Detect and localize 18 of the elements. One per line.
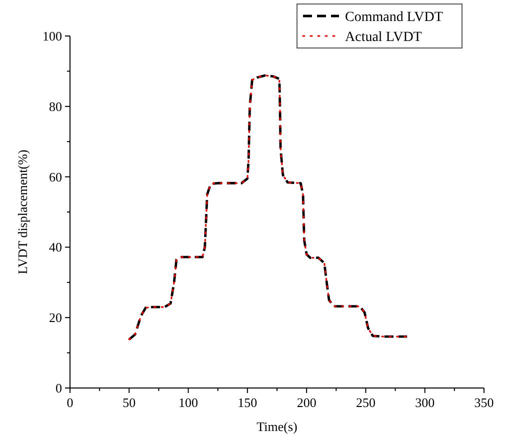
x-tick-label: 200 — [296, 395, 316, 410]
x-tick-label: 250 — [356, 395, 376, 410]
y-tick-label: 40 — [49, 240, 62, 255]
x-tick-label: 0 — [66, 395, 74, 410]
y-tick-label: 100 — [42, 28, 62, 44]
y-tick-label: 80 — [49, 98, 62, 114]
y-tick-label: 0 — [56, 380, 62, 396]
x-tick-label: 300 — [415, 395, 435, 410]
legend-label: Command LVDT — [345, 10, 444, 25]
x-tick-label: 150 — [238, 395, 258, 410]
x-tick-label: 350 — [474, 395, 494, 410]
y-tick-label: 60 — [49, 169, 62, 184]
x-tick-label: 100 — [178, 395, 198, 410]
x-axis-title: Time(s) — [256, 419, 298, 434]
legend-label: Actual LVDT — [345, 30, 422, 45]
x-tick-label: 50 — [122, 395, 136, 410]
y-tick-label: 20 — [49, 310, 62, 326]
y-axis-title: LVDT displacement(%) — [15, 150, 30, 274]
